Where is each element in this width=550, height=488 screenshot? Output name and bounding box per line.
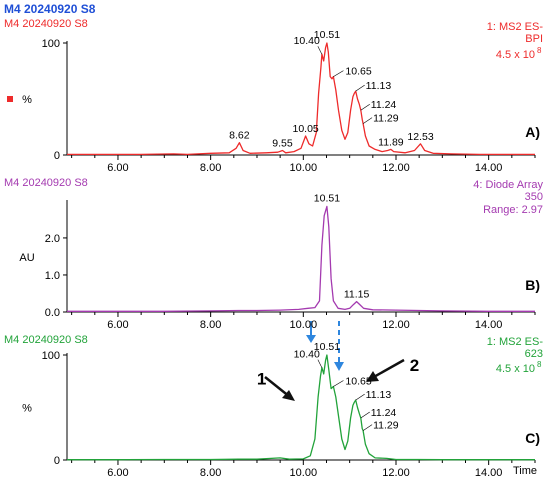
peak-leader xyxy=(317,46,323,55)
peak-leader xyxy=(333,70,344,77)
peak-label: 11.13 xyxy=(366,80,392,92)
y-axis-label: % xyxy=(22,94,32,106)
peak-label: 11.29 xyxy=(373,113,399,125)
y-tick-label: 2.0 xyxy=(45,233,60,245)
y-tick-label: 1.0 xyxy=(45,270,60,282)
x-tick-label: 14.00 xyxy=(475,162,503,174)
solid-arrow-head xyxy=(306,335,316,343)
panel-info-line: BPI xyxy=(525,33,543,45)
x-tick-label: 10.00 xyxy=(290,162,318,174)
peak-leader xyxy=(355,84,365,92)
x-axis-title: Time xyxy=(513,465,537,477)
panel-info-line: 1: MS2 ES- xyxy=(487,21,544,33)
peak-leader xyxy=(360,103,370,111)
panel-info-line: Range: 2.97 xyxy=(483,204,543,216)
callout-arrows xyxy=(264,358,405,401)
peak-label: 11.15 xyxy=(344,289,370,301)
x-tick-label: 8.00 xyxy=(200,467,221,479)
y-tick-label: 0.0 xyxy=(45,307,60,319)
peak-leader xyxy=(362,117,373,124)
x-tick-label: 14.00 xyxy=(475,467,503,479)
peak-leader xyxy=(317,359,323,368)
x-tick-label: 12.00 xyxy=(382,319,410,331)
peak-label: 10.51 xyxy=(314,341,340,353)
x-tick-label: 6.00 xyxy=(107,467,128,479)
panel-info-line: 4.5 x 10 xyxy=(496,49,535,61)
panel-info-line: 4: Diode Array xyxy=(473,179,543,191)
panel-info-line: 1: MS2 ES- xyxy=(487,336,544,348)
x-tick-label: 14.00 xyxy=(475,319,503,331)
annotation-number: 1 xyxy=(257,369,266,388)
x-tick-label: 6.00 xyxy=(107,319,128,331)
panel-sample-label: M4 20240920 S8 xyxy=(4,18,88,30)
x-tick-label: 8.00 xyxy=(200,162,221,174)
y-tick-label: 100 xyxy=(42,38,60,50)
peak-leader xyxy=(360,411,370,419)
retention-arrows xyxy=(306,321,344,371)
peak-label: 10.65 xyxy=(345,376,371,388)
panel-info-line: 623 xyxy=(525,348,543,360)
peak-leader xyxy=(355,393,365,401)
panel-info-exponent: 8 xyxy=(537,46,542,55)
x-tick-label: 10.00 xyxy=(290,319,318,331)
peak-label: 11.29 xyxy=(373,420,399,432)
y-tick-label: 100 xyxy=(42,350,60,362)
x-tick-label: 6.00 xyxy=(107,162,128,174)
peak-label: 10.05 xyxy=(292,123,318,135)
peak-label: 11.24 xyxy=(371,407,397,419)
peak-label: 11.24 xyxy=(371,99,397,111)
panel-sample-label: M4 20240920 S8 xyxy=(4,177,88,189)
y-axis-label: AU xyxy=(19,252,34,264)
panel-info-line: 350 xyxy=(525,191,543,203)
series-line xyxy=(67,42,535,156)
panel-label: B) xyxy=(525,277,540,293)
peak-label: 10.40 xyxy=(294,35,320,47)
peak-leader xyxy=(333,380,344,387)
series-line xyxy=(67,205,535,312)
dashed-arrow-head xyxy=(334,362,344,371)
peak-label: 9.55 xyxy=(272,138,293,150)
peak-label: 12.53 xyxy=(407,131,433,143)
x-tick-label: 12.00 xyxy=(382,467,410,479)
y-axis-label: % xyxy=(22,403,32,415)
x-tick-label: 10.00 xyxy=(290,467,318,479)
callout-arrow-1-head xyxy=(282,390,295,401)
panel-label: A) xyxy=(525,124,540,140)
panel-label: C) xyxy=(525,430,540,446)
y-tick-label: 0 xyxy=(54,455,60,467)
peak-label: 10.51 xyxy=(314,29,340,41)
series-line xyxy=(67,354,535,461)
peak-label: 11.13 xyxy=(366,389,392,401)
peak-label: 10.51 xyxy=(314,192,340,204)
panel-info-exponent: 8 xyxy=(537,360,542,369)
peak-label: 8.62 xyxy=(229,130,250,142)
figure-title: M4 20240920 S8 xyxy=(4,2,96,16)
marker-square xyxy=(7,96,13,102)
callout-arrow-2-head xyxy=(366,371,379,382)
panel-sample-label: M4 20240920 S8 xyxy=(4,334,88,346)
peak-label: 10.65 xyxy=(345,66,371,78)
callout-arrow-2-line xyxy=(371,358,405,380)
peak-label: 11.89 xyxy=(378,136,404,148)
x-tick-label: 8.00 xyxy=(200,319,221,331)
x-tick-label: 12.00 xyxy=(382,162,410,174)
panel-info-line: 4.5 x 10 xyxy=(496,363,535,375)
peak-leader xyxy=(362,424,373,431)
peak-label: 10.40 xyxy=(294,349,320,361)
annotation-number: 2 xyxy=(410,356,419,375)
y-tick-label: 0 xyxy=(54,150,60,162)
